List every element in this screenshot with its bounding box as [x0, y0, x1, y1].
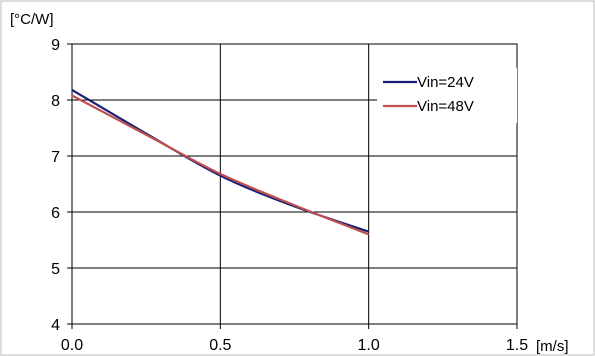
x-axis-label: [m/s] [536, 338, 569, 355]
y-tick-label: 6 [51, 205, 60, 222]
legend: Vin=24V Vin=48V [377, 68, 517, 123]
x-axis-ticks: 0.0 0.5 1.0 1.5 [61, 324, 528, 354]
x-tick-label: 0.0 [61, 337, 83, 354]
y-axis-ticks: 4 5 6 7 8 9 [51, 37, 72, 334]
y-tick-label: 5 [51, 261, 60, 278]
series-line-2 [71, 94, 370, 236]
x-tick-label: 1.5 [506, 337, 528, 354]
x-tick-label: 1.0 [358, 337, 380, 354]
legend-label-1: Vin=24V [417, 74, 474, 91]
legend-box [377, 68, 517, 123]
y-tick-label: 9 [51, 37, 60, 54]
legend-label-2: Vin=48V [417, 98, 474, 115]
y-tick-label: 7 [51, 149, 60, 166]
x-tick-label: 0.5 [209, 337, 231, 354]
series-lines [71, 88, 370, 236]
y-tick-label: 8 [51, 93, 60, 110]
y-tick-label: 4 [51, 317, 60, 334]
y-axis-label: [°C/W] [10, 11, 54, 28]
